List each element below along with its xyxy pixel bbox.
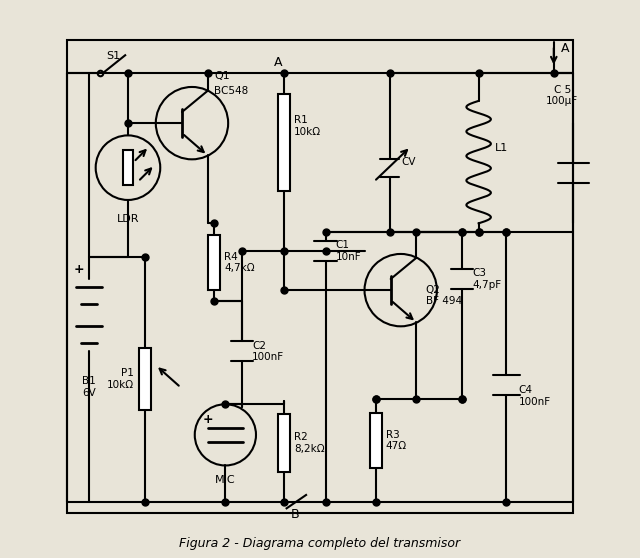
Text: A: A [561, 42, 569, 55]
Text: A: A [274, 56, 282, 69]
Text: CV: CV [402, 157, 417, 167]
Bar [123, 151, 133, 185]
Text: C 5
100μF: C 5 100μF [546, 85, 578, 107]
Bar [278, 94, 290, 191]
Text: P1
10kΩ: P1 10kΩ [106, 368, 134, 390]
Bar [369, 413, 382, 468]
Text: +: + [202, 412, 213, 426]
Text: S1: S1 [106, 51, 120, 61]
Text: LDR: LDR [116, 214, 140, 224]
Text: C2
100nF: C2 100nF [252, 340, 284, 362]
Text: R4
4,7kΩ: R4 4,7kΩ [224, 252, 255, 273]
Text: MIC: MIC [215, 475, 236, 485]
Text: BC548: BC548 [214, 86, 248, 96]
Text: R1
10kΩ: R1 10kΩ [294, 115, 321, 137]
Text: +: + [74, 263, 84, 276]
Text: B: B [291, 508, 300, 521]
Text: Q1: Q1 [214, 71, 230, 80]
Bar [278, 414, 290, 473]
Text: B1
6V: B1 6V [82, 377, 96, 398]
Text: Figura 2 - Diagrama completo del transmisor: Figura 2 - Diagrama completo del transmi… [179, 537, 461, 550]
Text: R3
47Ω: R3 47Ω [386, 430, 407, 451]
Bar [208, 235, 220, 290]
Text: R2
8,2kΩ: R2 8,2kΩ [294, 432, 324, 454]
Text: C4
100nF: C4 100nF [518, 385, 551, 407]
Bar [67, 40, 573, 513]
Bar [138, 348, 151, 410]
Text: C3
4,7pF: C3 4,7pF [472, 268, 501, 290]
Text: Q2
BF 494: Q2 BF 494 [426, 285, 462, 306]
Text: C1
10nF: C1 10nF [335, 240, 361, 262]
Text: L1: L1 [495, 143, 509, 153]
